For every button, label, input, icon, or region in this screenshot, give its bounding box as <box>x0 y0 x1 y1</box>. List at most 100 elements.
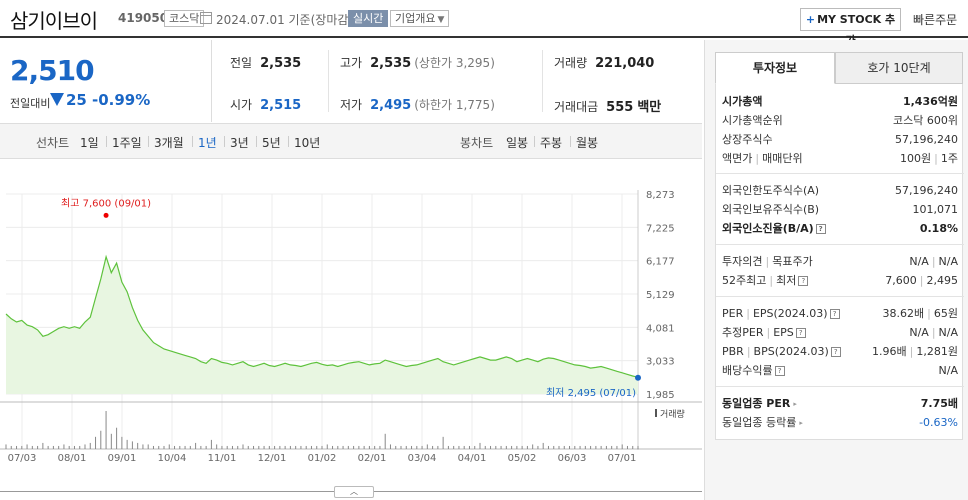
period-3[interactable]: 1년 <box>198 136 217 150</box>
sector-rate-row: 동일업종 등락률 ▸ -0.63% <box>722 415 958 431</box>
realtime-button[interactable]: 실시간 <box>348 10 389 27</box>
candle-period-0[interactable]: 일봉 <box>506 136 529 150</box>
candle-period-2[interactable]: 월봉 <box>576 136 599 150</box>
period-0[interactable]: 1일 <box>80 136 99 150</box>
volume-bar <box>347 445 349 449</box>
volume-bar <box>200 445 202 449</box>
period-2[interactable]: 3개월 <box>154 136 184 150</box>
x-tick-label: 01/02 <box>308 453 337 464</box>
volume-bar <box>379 445 381 449</box>
tab-investment-info[interactable]: 투자정보 <box>715 52 835 84</box>
volume-bar <box>426 444 428 449</box>
volume-bar <box>16 445 18 449</box>
divider <box>542 50 543 112</box>
help-icon[interactable]: ? <box>815 224 826 234</box>
info-tabs: 투자정보 호가 10단계 <box>715 52 963 84</box>
volume-bar <box>526 445 528 449</box>
expand-chart-button[interactable]: ︿ <box>334 486 374 498</box>
week52-high-value: 7,600 <box>885 274 917 287</box>
tab-orderbook[interactable]: 호가 10단계 <box>835 52 963 84</box>
eps-label: EPS(2024.03) <box>752 307 828 320</box>
period-1[interactable]: 1주일 <box>112 136 142 150</box>
open-price: 시가 2,515 <box>230 96 301 113</box>
help-icon[interactable]: ? <box>774 366 785 376</box>
volume-bar <box>310 445 312 449</box>
price-area <box>6 256 638 394</box>
stock-name: 삼기이브이 <box>10 9 98 33</box>
investment-info-table: 시가총액 1,436억원 시가총액순위 코스닥 600위 상장주식수 57,196,2… <box>715 84 964 440</box>
change-value: 25 <box>66 91 87 109</box>
period-6[interactable]: 10년 <box>294 136 321 150</box>
chevron-down-icon: ▼ <box>437 15 445 25</box>
est-eps-label: EPS <box>773 326 794 339</box>
volume-bar <box>547 445 549 449</box>
divider <box>534 136 535 147</box>
help-icon[interactable]: ? <box>829 309 840 319</box>
volume-bar <box>463 445 465 449</box>
x-tick-label: 07/01 <box>608 453 637 464</box>
period-5[interactable]: 5년 <box>262 136 281 150</box>
volume-bar <box>189 445 191 449</box>
help-icon[interactable]: ? <box>830 347 841 357</box>
bps-value: 1,281원 <box>916 345 958 358</box>
volume-bar <box>358 445 360 449</box>
lower-limit: (하한가 1,775) <box>414 98 495 112</box>
volume-bar <box>574 445 576 449</box>
sector-rate-label[interactable]: 동일업종 등락률 <box>722 416 797 429</box>
volume-bar <box>163 445 165 449</box>
low-label: 최저 2,495 (07/01) <box>546 387 636 399</box>
target-label: 목표주가 <box>772 255 813 268</box>
help-icon[interactable]: ? <box>798 276 809 286</box>
x-tick-label: 11/01 <box>208 453 237 464</box>
volume-bar <box>116 427 118 449</box>
target-value: N/A <box>938 255 958 268</box>
volume-bar <box>500 445 502 449</box>
volume-bar <box>579 445 581 449</box>
foreign-hold-row: 외국인보유주식수(B) 101,071 <box>722 202 958 218</box>
market-rank-value: 코스닥 600위 <box>893 114 958 127</box>
prev-close-label: 전일 <box>230 56 253 70</box>
per-value: 38.62배 <box>882 307 925 320</box>
volume-bar <box>179 445 181 449</box>
pbr-label: PBR <box>722 345 744 358</box>
volume-bar <box>5 444 7 449</box>
x-tick-label: 05/02 <box>508 453 537 464</box>
sector-per-row: 동일업종 PER ▸ 7.75배 <box>722 396 958 412</box>
week52-low-label: 최저 <box>776 274 797 287</box>
add-mystock-button[interactable]: +MY STOCK 추가 <box>800 8 901 47</box>
x-tick-label: 09/01 <box>108 453 137 464</box>
eps-value: 65원 <box>933 307 958 320</box>
volume-bar <box>626 445 628 449</box>
volume-bar <box>279 445 281 449</box>
company-overview-dropdown[interactable]: 기업개요 ▼ <box>390 10 450 27</box>
sector-per-label[interactable]: 동일업종 PER <box>722 397 791 410</box>
sector-per-value: 7.75배 <box>920 397 958 410</box>
amount-label: 거래대금 <box>554 100 599 114</box>
quick-order-button[interactable]: 빠른주문 <box>913 13 958 27</box>
volume-bar <box>168 444 170 449</box>
volume-value: 221,040 <box>595 56 655 71</box>
volume-bar <box>174 445 176 449</box>
volume-bar <box>458 445 460 449</box>
sector-rate-value: -0.63% <box>919 416 958 429</box>
divider <box>106 136 107 147</box>
volume-bar <box>274 445 276 449</box>
high-price: 고가 2,535 (상한가 3,295) <box>340 54 495 71</box>
volume-bar <box>63 444 65 449</box>
divider <box>192 136 193 147</box>
line-chart-title: 선차트 <box>36 136 70 150</box>
volume-bar <box>289 445 291 449</box>
help-icon[interactable]: ? <box>795 328 806 338</box>
volume-bar <box>337 445 339 449</box>
opinion-row: 투자의견 | 목표주가 N/A | N/A <box>722 255 958 268</box>
candle-period-1[interactable]: 주봉 <box>540 136 563 150</box>
pbr-bps-row: PBR | BPS(2024.03)? 1.96배 | 1,281원 <box>722 345 958 358</box>
x-tick-label: 08/01 <box>58 453 87 464</box>
foreign-limit-label: 외국인한도주식수(A) <box>722 184 820 197</box>
volume-bar <box>479 442 481 449</box>
period-4[interactable]: 3년 <box>230 136 249 150</box>
divider <box>256 136 257 147</box>
week52-low-value: 2,495 <box>926 274 959 287</box>
volume-bar <box>532 444 534 449</box>
dividend-row: 배당수익률? N/A <box>722 363 958 379</box>
